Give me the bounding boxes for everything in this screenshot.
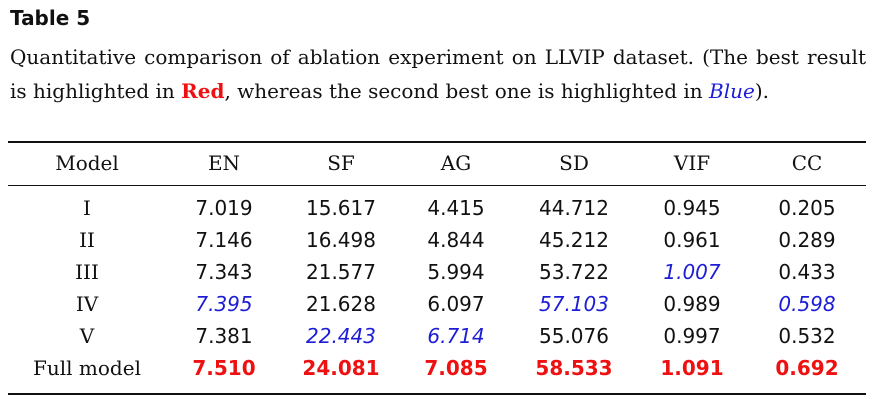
table-cell: 6.714 <box>427 324 485 348</box>
table-cell: 0.433 <box>778 260 836 284</box>
table-cell: 55.076 <box>539 324 609 348</box>
table-cell: 6.097 <box>427 292 485 316</box>
table-cell: 45.212 <box>539 228 609 252</box>
column-header-ag: AG <box>440 151 472 175</box>
table-cell: 44.712 <box>539 196 609 220</box>
table-header: Model EN SF AG SD VIF CC <box>8 145 866 181</box>
table-cell: 0.598 <box>778 292 836 316</box>
table-cell: 5.994 <box>427 260 485 284</box>
table-cell: 7.343 <box>195 260 253 284</box>
table-cell: 22.443 <box>306 324 376 348</box>
table-cell: 0.961 <box>663 228 721 252</box>
table-cell: 0.692 <box>775 356 839 380</box>
table-cell: 7.146 <box>195 228 253 252</box>
table-cell: 7.381 <box>195 324 253 348</box>
table-cell: 21.628 <box>306 292 376 316</box>
table-cell: 1.091 <box>660 356 724 380</box>
table-row: IV 7.395 21.628 6.097 57.103 0.989 0.598 <box>8 288 866 320</box>
table-cell: 7.395 <box>195 292 253 316</box>
table-caption: Quantitative comparison of ablation expe… <box>10 40 866 108</box>
table-cell: 53.722 <box>539 260 609 284</box>
column-header-model: Model <box>55 151 119 175</box>
column-header-cc: CC <box>791 151 823 175</box>
table-cell: 4.844 <box>427 228 485 252</box>
table-cell: 4.415 <box>427 196 485 220</box>
table-row: II 7.146 16.498 4.844 45.212 0.961 0.289 <box>8 224 866 256</box>
row-model-cell: III <box>75 260 99 284</box>
column-header-vif: VIF <box>673 151 711 175</box>
caption-text-end: ). <box>754 79 769 103</box>
row-model-cell: II <box>79 228 95 252</box>
table-cell: 7.019 <box>195 196 253 220</box>
table-body: I 7.019 15.617 4.415 44.712 0.945 0.205 II 7.146… <box>8 192 866 384</box>
header-rule <box>8 185 866 186</box>
table-cell: 21.577 <box>306 260 376 284</box>
top-rule <box>8 141 866 143</box>
table-cell: 0.532 <box>778 324 836 348</box>
table-cell: 0.945 <box>663 196 721 220</box>
caption-blue-word: Blue <box>709 79 755 103</box>
table-cell: 57.103 <box>539 292 609 316</box>
column-header-sf: SF <box>327 151 355 175</box>
table-cell: 0.989 <box>663 292 721 316</box>
table-cell: 24.081 <box>302 356 380 380</box>
table-cell: 0.997 <box>663 324 721 348</box>
caption-red-word: Red <box>181 79 225 103</box>
table-label: Table 5 <box>10 6 91 30</box>
caption-text-middle: , whereas the second best one is highlig… <box>224 79 709 103</box>
table-cell: 0.205 <box>778 196 836 220</box>
table-cell: 7.085 <box>424 356 488 380</box>
table-cell: 16.498 <box>306 228 376 252</box>
header-row: Model EN SF AG SD VIF CC <box>8 145 866 181</box>
table-cell: 0.289 <box>778 228 836 252</box>
table-row: III 7.343 21.577 5.994 53.722 1.007 0.433 <box>8 256 866 288</box>
table-cell: 15.617 <box>306 196 376 220</box>
table-cell: 7.510 <box>192 356 256 380</box>
table-row: V 7.381 22.443 6.714 55.076 0.997 0.532 <box>8 320 866 352</box>
column-header-sd: SD <box>559 151 589 175</box>
caption-text-start: Quantitative comparison of ablation expe… <box>10 45 866 103</box>
table-row: Full model 7.510 24.081 7.085 58.533 1.091 0.6… <box>8 352 866 384</box>
table-row: I 7.019 15.617 4.415 44.712 0.945 0.205 <box>8 192 866 224</box>
bottom-rule <box>8 393 866 395</box>
row-model-cell: Full model <box>33 356 141 380</box>
row-model-cell: V <box>79 324 95 348</box>
table-cell: 58.533 <box>535 356 613 380</box>
row-model-cell: I <box>83 196 91 220</box>
column-header-en: EN <box>207 151 241 175</box>
row-model-cell: IV <box>75 292 99 316</box>
table-cell: 1.007 <box>663 260 721 284</box>
